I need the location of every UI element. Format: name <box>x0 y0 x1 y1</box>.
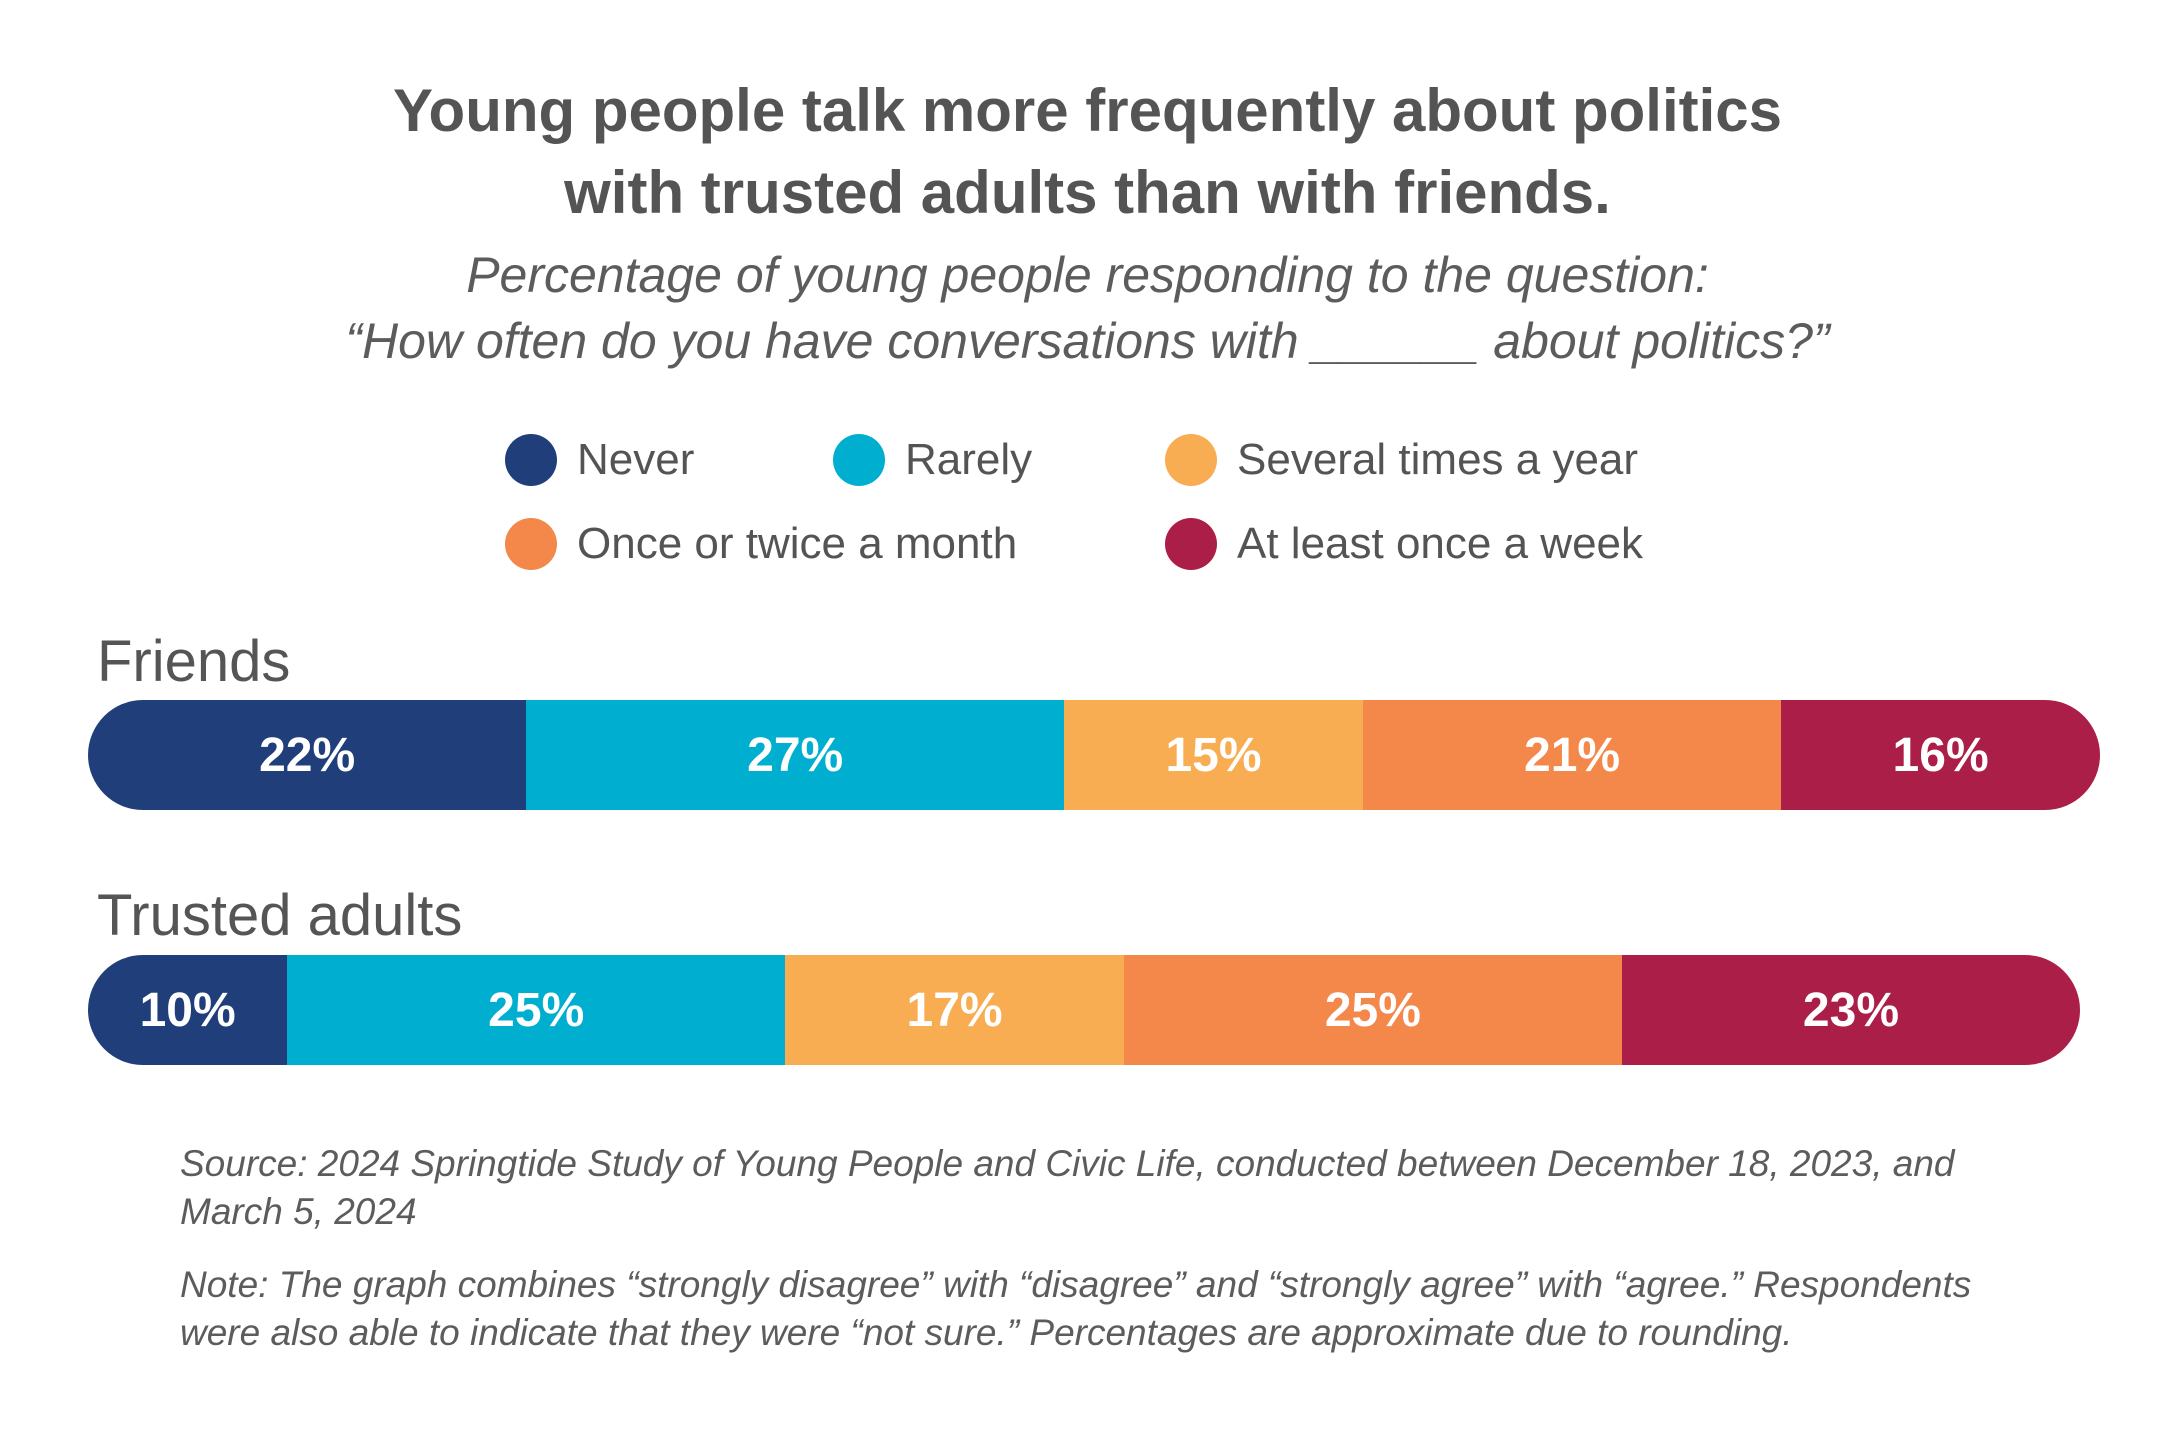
bar-segment-once-or-twice-a-month: 25% <box>1123 955 1622 1065</box>
bar-segment-rarely: 27% <box>526 700 1065 810</box>
bar-segment-never: 10% <box>88 955 288 1065</box>
legend-item-once-or-twice-a-month: Once or twice a month <box>505 518 1017 570</box>
bar-segment-rarely: 25% <box>287 955 786 1065</box>
chart-subtitle-line: “How often do you have conversations wit… <box>345 313 1830 369</box>
data-label: 22% <box>259 728 356 782</box>
legend-label: Several times a year <box>1237 435 1639 484</box>
data-label: 17% <box>906 983 1003 1037</box>
legend-swatch <box>833 434 885 486</box>
legend-swatch <box>1165 518 1217 570</box>
stacked-bar-trusted-adults: 10% 25% 17% 25% 23% <box>88 955 2081 1065</box>
legend-label: Rarely <box>905 435 1033 484</box>
legend-label: Once or twice a month <box>577 519 1018 568</box>
data-label: 10% <box>139 983 236 1037</box>
bar-segment-several-times-a-year: 17% <box>785 955 1124 1065</box>
legend-swatch <box>505 518 557 570</box>
bar-segment-several-times-a-year: 15% <box>1064 700 1363 810</box>
chart-subtitle: Percentage of young people responding to… <box>0 242 2175 374</box>
data-label: 23% <box>1802 983 1899 1037</box>
bar-segment-at-least-once-a-week: 16% <box>1781 700 2100 810</box>
bar-segment-once-or-twice-a-month: 21% <box>1362 700 1782 810</box>
bar-segment-at-least-once-a-week: 23% <box>1621 955 2081 1065</box>
chart-subtitle-line: Percentage of young people responding to… <box>466 247 1709 303</box>
legend-swatch <box>505 434 557 486</box>
bar-segment-never: 22% <box>88 700 527 810</box>
legend-label: Never <box>577 435 695 484</box>
data-label: 16% <box>1892 728 1989 782</box>
data-label: 27% <box>747 728 844 782</box>
chart-title: Young people talk more frequently about … <box>0 70 2175 234</box>
chart-title-line: Young people talk more frequently about … <box>392 77 1783 144</box>
stacked-bar-friends: 22% 27% 15% 21% 16% <box>88 700 2100 810</box>
data-label: 25% <box>488 983 585 1037</box>
data-label: 25% <box>1324 983 1421 1037</box>
source-note: Source: 2024 Springtide Study of Young P… <box>180 1143 1955 1232</box>
legend-item-at-least-once-a-week: At least once a week <box>1165 518 1643 570</box>
legend-label: At least once a week <box>1237 519 1644 568</box>
methodology-note: Note: The graph combines “strongly disag… <box>180 1264 1972 1353</box>
data-label: 15% <box>1165 728 1262 782</box>
group-label-trusted-adults: Trusted adults <box>97 883 463 948</box>
legend-item-rarely: Rarely <box>833 434 1032 486</box>
group-label-friends: Friends <box>97 629 291 694</box>
data-label: 21% <box>1524 728 1621 782</box>
legend-swatch <box>1165 434 1217 486</box>
legend-item-several-times-a-year: Several times a year <box>1165 434 1638 486</box>
chart-title-line: with trusted adults than with friends. <box>564 159 1611 226</box>
legend-item-never: Never <box>505 434 694 486</box>
